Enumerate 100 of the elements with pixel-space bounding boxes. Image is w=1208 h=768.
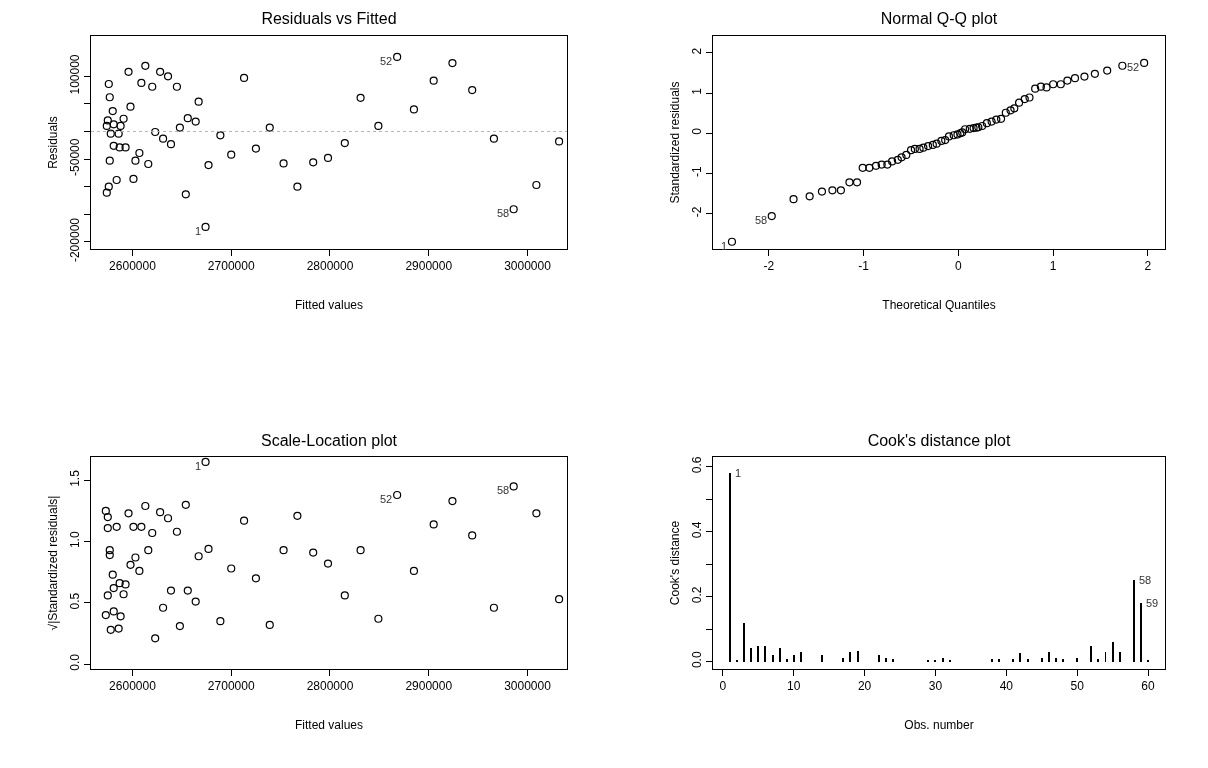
point (135, 566, 144, 576)
x-tick-label: 20 (857, 679, 872, 694)
point (101, 506, 110, 516)
point (104, 79, 113, 89)
y-tick-label: 0.4 (690, 521, 705, 539)
point (937, 136, 946, 145)
point (103, 591, 112, 600)
point (429, 520, 438, 529)
point (216, 131, 225, 140)
point (1042, 83, 1051, 92)
point (509, 482, 518, 491)
point (1063, 76, 1072, 85)
point (340, 138, 349, 148)
point (103, 523, 112, 533)
point (555, 595, 564, 604)
point (131, 553, 140, 562)
point (129, 522, 138, 531)
x-tick-label: 2700000 (207, 679, 255, 694)
y-tick-label: 1.0 (68, 531, 83, 549)
point (112, 175, 121, 185)
x-tick-label: 2900000 (405, 679, 453, 694)
point (1014, 98, 1024, 107)
y-tick-label: 0.5 (68, 592, 83, 610)
point (116, 612, 125, 621)
point (944, 132, 954, 141)
x-tick-label: 0 (719, 679, 727, 694)
y-tick-label: 100000 (68, 54, 83, 95)
point (489, 134, 499, 143)
point (103, 116, 112, 125)
y-tick-label: -50000 (68, 138, 83, 176)
point (858, 163, 867, 172)
point (166, 140, 176, 149)
point (108, 106, 117, 116)
point (102, 121, 111, 131)
point (468, 85, 477, 95)
y-axis-title: √|Standardized residuals| (45, 495, 60, 631)
point (183, 114, 192, 123)
x-tick-label: -1 (858, 259, 870, 274)
x-axis-title: Fitted values (294, 718, 364, 733)
point (828, 186, 837, 195)
point (114, 129, 123, 138)
x-tick-label: 3000000 (504, 679, 552, 694)
point (1056, 80, 1065, 89)
chart-title: Normal Q-Q plot (880, 9, 998, 27)
chart-title: Cook's distance plot (867, 431, 1011, 449)
point (1020, 95, 1029, 104)
y-axis-title: Residuals (45, 116, 60, 169)
point (129, 174, 138, 184)
point (992, 115, 1001, 124)
point (172, 527, 182, 536)
point (340, 591, 349, 600)
point (374, 614, 383, 623)
point (409, 566, 419, 576)
point (181, 190, 190, 199)
point (115, 579, 124, 588)
point (865, 163, 874, 172)
point (906, 146, 916, 155)
point (105, 93, 114, 102)
annotation: 1 (195, 225, 202, 237)
point (845, 178, 854, 187)
point (144, 546, 153, 555)
annotation: 1 (735, 467, 742, 479)
point (239, 73, 249, 83)
point (919, 143, 928, 152)
annotation: 52 (380, 493, 393, 505)
point (489, 603, 499, 612)
point (109, 120, 118, 129)
y-tick-label: 0.0 (690, 651, 705, 669)
y-tick-label: -2 (690, 206, 705, 218)
y-tick-label: 1 (690, 87, 705, 95)
point (978, 121, 987, 131)
point (852, 178, 862, 187)
point (1070, 74, 1080, 83)
point (448, 497, 457, 506)
point (204, 161, 213, 170)
point (126, 560, 135, 569)
x-tick-label: 2700000 (207, 259, 255, 274)
point (1103, 66, 1112, 75)
point (148, 82, 157, 91)
point (106, 129, 115, 138)
y-tick-label: 1.5 (68, 469, 83, 487)
point (126, 102, 135, 111)
point (158, 134, 168, 143)
point (1025, 93, 1034, 102)
point (915, 144, 924, 154)
point (265, 123, 274, 132)
point (953, 130, 962, 139)
point (309, 548, 318, 557)
point (1090, 69, 1099, 78)
point (151, 127, 160, 137)
point (309, 158, 318, 167)
point (767, 211, 776, 221)
point (293, 511, 302, 520)
y-tick-label: 0.2 (690, 586, 705, 604)
point (181, 500, 190, 509)
point (265, 620, 274, 629)
point (323, 559, 333, 568)
point (1036, 82, 1045, 91)
point (166, 586, 176, 595)
x-axis-title: Theoretical Quantiles (882, 298, 996, 313)
